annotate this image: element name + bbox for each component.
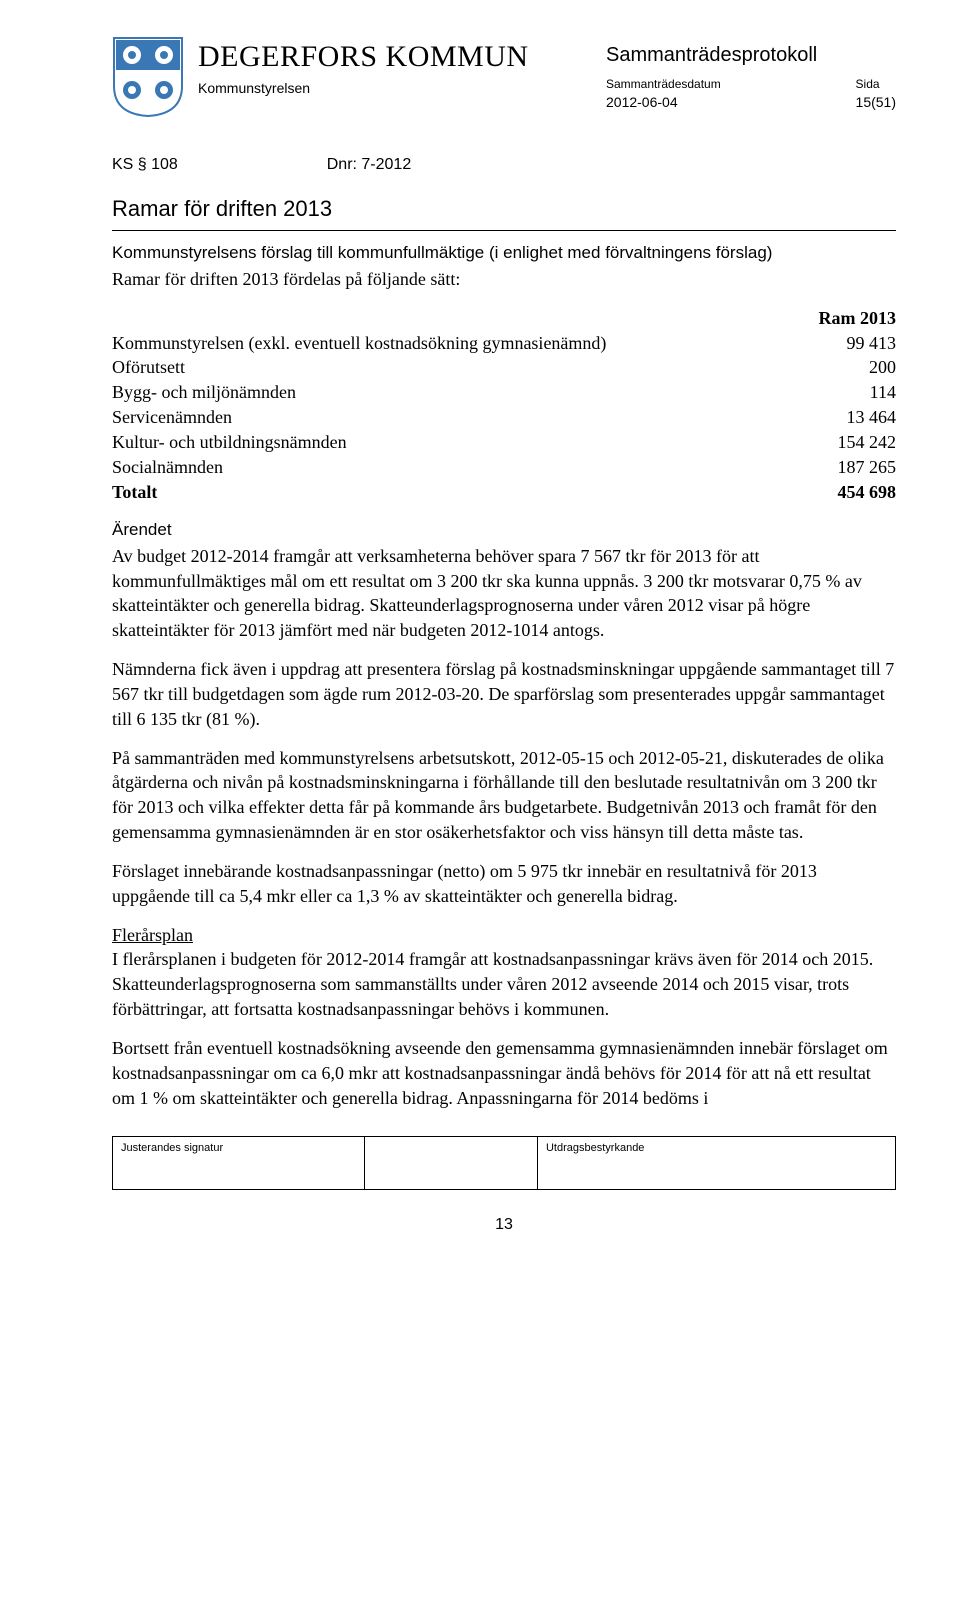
signature-boxes: Justerandes signatur Utdragsbestyrkande bbox=[112, 1136, 896, 1190]
table-row-label: Socialnämnden bbox=[112, 455, 786, 480]
signature-empty bbox=[365, 1137, 538, 1189]
table-row-value: 13 464 bbox=[786, 405, 896, 430]
body-paragraph: Nämnderna fick även i uppdrag att presen… bbox=[112, 657, 896, 731]
signature-label: Justerandes signatur bbox=[113, 1137, 365, 1189]
ks-ref: KS § 108 bbox=[112, 156, 178, 173]
budget-table: Ram 2013 Kommunstyrelsen (exkl. eventuel… bbox=[112, 306, 896, 505]
body-paragraph: Flerårsplan I flerårsplanen i budgeten f… bbox=[112, 923, 896, 1022]
meeting-date: 2012-06-04 bbox=[606, 94, 678, 110]
body-paragraph: Bortsett från eventuell kostnadsökning a… bbox=[112, 1036, 896, 1110]
org-name: DEGERFORS KOMMUN bbox=[198, 36, 606, 77]
arende-heading: Ärendet bbox=[112, 518, 896, 541]
table-row-label: Servicenämnden bbox=[112, 405, 786, 430]
header-right: Sammanträdesprotokoll Sammanträdesdatum … bbox=[606, 36, 896, 112]
document-page: DEGERFORS KOMMUN Kommunstyrelsen Sammant… bbox=[0, 0, 960, 1276]
page-label: Sida bbox=[856, 77, 880, 91]
doc-type: Sammanträdesprotokoll bbox=[606, 42, 896, 70]
table-row-value: 99 413 bbox=[786, 331, 896, 356]
page-number: 13 bbox=[112, 1214, 896, 1236]
dnr-ref: Dnr: 7-2012 bbox=[327, 156, 412, 173]
table-total-label: Totalt bbox=[112, 480, 786, 505]
reference-line: KS § 108 Dnr: 7-2012 bbox=[112, 154, 896, 176]
table-row-label: Bygg- och miljönämnden bbox=[112, 380, 786, 405]
subsection-heading: Flerårsplan bbox=[112, 925, 193, 945]
proposal-heading: Kommunstyrelsens förslag till kommunfull… bbox=[112, 241, 896, 264]
org-unit: Kommunstyrelsen bbox=[198, 79, 606, 98]
body-paragraph: På sammanträden med kommunstyrelsens arb… bbox=[112, 746, 896, 845]
municipality-logo bbox=[112, 36, 184, 118]
date-label: Sammanträdesdatum bbox=[606, 77, 721, 91]
table-row-value: 200 bbox=[786, 355, 896, 380]
header-left: DEGERFORS KOMMUN Kommunstyrelsen bbox=[198, 36, 606, 99]
body-text: I flerårsplanen i budgeten för 2012-2014… bbox=[112, 949, 873, 1019]
table-row-value: 154 242 bbox=[786, 430, 896, 455]
table-header: Ram 2013 bbox=[786, 306, 896, 331]
table-total-value: 454 698 bbox=[786, 480, 896, 505]
body-paragraph: Förslaget innebärande kostnadsanpassning… bbox=[112, 859, 896, 909]
proposal-line: Ramar för driften 2013 fördelas på följa… bbox=[112, 267, 896, 292]
verification-label: Utdragsbestyrkande bbox=[538, 1137, 895, 1189]
table-row-value: 114 bbox=[786, 380, 896, 405]
section-title: Ramar för driften 2013 bbox=[112, 194, 896, 231]
table-row-label: Oförutsett bbox=[112, 355, 786, 380]
table-row-label: Kommunstyrelsen (exkl. eventuell kostnad… bbox=[112, 331, 786, 356]
table-row-value: 187 265 bbox=[786, 455, 896, 480]
body-paragraph: Av budget 2012-2014 framgår att verksamh… bbox=[112, 544, 896, 643]
table-row-label: Kultur- och utbildningsnämnden bbox=[112, 430, 786, 455]
page-of: 15(51) bbox=[856, 94, 896, 110]
document-header: DEGERFORS KOMMUN Kommunstyrelsen Sammant… bbox=[112, 36, 896, 118]
